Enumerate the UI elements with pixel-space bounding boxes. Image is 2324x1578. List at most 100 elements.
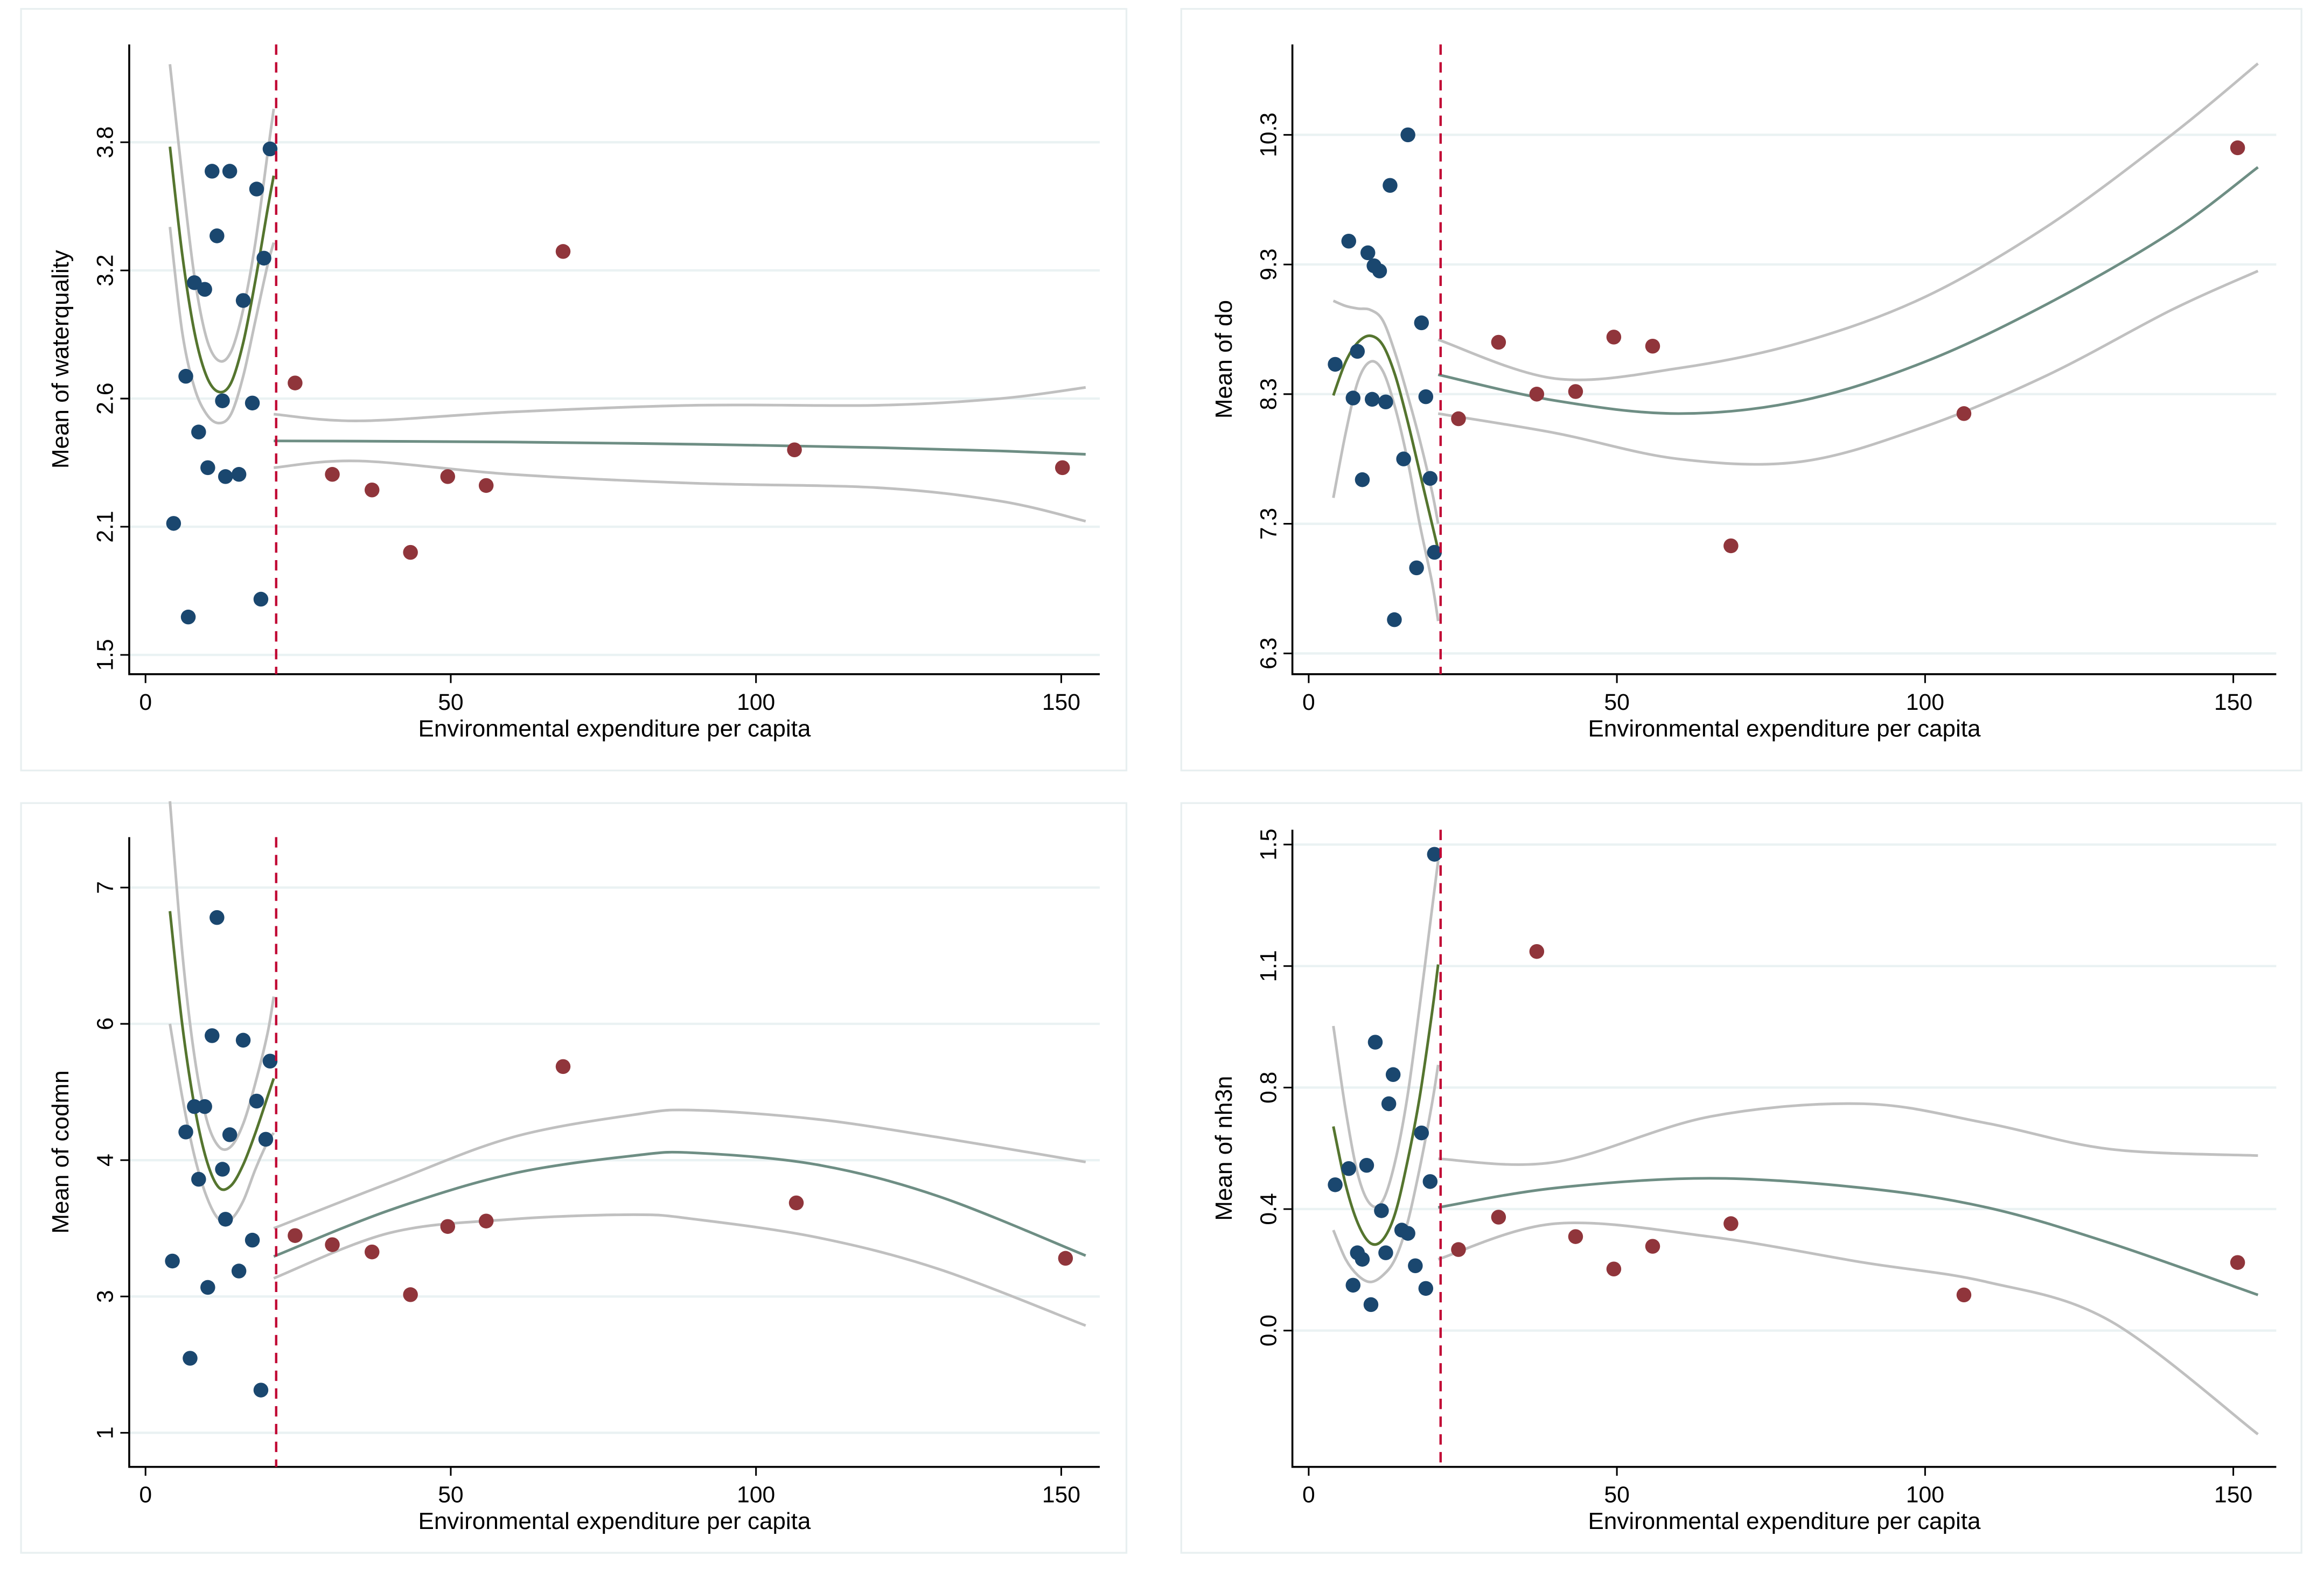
data-point-below [1418, 389, 1434, 404]
x-axis-label: Environmental expenditure per capita [418, 1508, 811, 1534]
data-point-below [1381, 1096, 1397, 1112]
data-point-below [235, 1032, 251, 1048]
y-tick-label: 6 [93, 1017, 118, 1030]
panel-nh3n: 0.0 0.4 0.8 1.1 1.5 0 50 100 150 Environmental ex… [1180, 802, 2302, 1554]
y-tick-label: 6.3 [1255, 638, 1281, 669]
data-point-below [200, 460, 215, 476]
data-point-above [1606, 330, 1622, 345]
data-point-below [178, 368, 193, 384]
data-point-above [2230, 140, 2245, 156]
data-point-below [249, 181, 264, 197]
data-point-below [191, 1171, 206, 1187]
x-tick-label: 100 [1906, 689, 1944, 715]
ci-upper-below [169, 64, 275, 363]
x-tick-label: 50 [438, 1482, 463, 1508]
y-tick-label: 0.8 [1255, 1072, 1281, 1104]
y-tick-label: 0.0 [1255, 1315, 1281, 1346]
data-point-above [1491, 334, 1506, 350]
panel-frame [20, 802, 1128, 1554]
axes [1291, 44, 2277, 675]
data-point-above [1451, 1242, 1466, 1257]
data-point-below [1360, 245, 1376, 261]
data-point-below [1414, 1125, 1429, 1141]
data-point-below [235, 293, 251, 308]
x-tick-label: 150 [2214, 1482, 2252, 1508]
x-tick-label: 50 [1604, 689, 1629, 715]
y-tick-label: 4 [93, 1154, 118, 1167]
y-tick-label: 7.3 [1255, 508, 1281, 540]
x-axis-label: Environmental expenditure per capita [1588, 715, 1981, 742]
x-tick-label: 150 [2214, 689, 2252, 715]
data-point-above [1645, 338, 1660, 354]
data-point-below [218, 469, 233, 484]
data-point-below [262, 1053, 278, 1069]
y-tick-label: 7 [93, 881, 118, 894]
x-axis-label: Environmental expenditure per capita [1588, 1508, 1981, 1534]
data-point-below [183, 1351, 198, 1366]
y-tick-label: 1.1 [1255, 950, 1281, 982]
data-point-below [1414, 315, 1429, 331]
data-point-below [1409, 560, 1424, 576]
data-point-below [165, 1253, 180, 1269]
panel-codmn: 1 3 4 6 7 0 50 100 150 Environmental expenditure … [20, 801, 1128, 1554]
data-point-above [787, 442, 802, 458]
x-tick-label: 0 [139, 1482, 152, 1508]
data-point-below [1364, 392, 1380, 407]
data-point-below [1328, 1177, 1343, 1192]
data-point-below [1341, 233, 1357, 249]
data-point-above [325, 1237, 340, 1252]
y-tick-label: 1.5 [1255, 829, 1281, 861]
data-point-below [204, 1028, 220, 1043]
data-point-above [1956, 1287, 1972, 1303]
ci-lower-below [1332, 360, 1440, 622]
data-point-above [440, 469, 456, 484]
panel-waterquality: 1.5 2.1 2.6 3.2 3.8 0 50 100 150 Environmental ex… [20, 8, 1128, 772]
fit-line-above [273, 1150, 1086, 1258]
y-tick-label: 2.6 [93, 382, 118, 414]
data-point-above [1956, 406, 1972, 421]
fit-line-above [1437, 166, 2259, 415]
y-tick-label: 2.1 [93, 511, 118, 542]
data-point-above [1568, 384, 1583, 399]
data-point-below [1328, 357, 1343, 372]
data-point-above [364, 1244, 380, 1260]
y-tick-label: 3.8 [93, 126, 118, 158]
y-tick-label: 9.3 [1255, 248, 1281, 280]
data-point-below [1427, 847, 1442, 862]
data-point-below [245, 1232, 260, 1248]
ci-upper-below [1332, 299, 1440, 525]
x-tick-label: 100 [737, 1482, 775, 1508]
x-tick-label: 0 [139, 689, 152, 715]
data-point-below [210, 910, 225, 925]
data-point-below [180, 609, 196, 625]
data-point-below [245, 395, 260, 411]
data-point-below [1350, 344, 1365, 359]
data-point-below [1408, 1258, 1423, 1273]
y-tick-label: 0.4 [1255, 1193, 1281, 1225]
data-point-below [1400, 1226, 1415, 1241]
data-point-below [1341, 1161, 1357, 1176]
data-point-below [1378, 394, 1393, 410]
data-point-below [258, 1132, 274, 1147]
data-point-above [288, 1228, 303, 1243]
data-point-above [1451, 411, 1466, 427]
data-point-above [1723, 538, 1739, 554]
axes [128, 44, 1100, 675]
y-tick-label: 10.3 [1255, 113, 1281, 157]
data-point-below [215, 393, 230, 408]
data-point-below [204, 164, 220, 179]
ci-lower-above [273, 1213, 1086, 1327]
x-tick-label: 100 [737, 689, 775, 715]
data-point-below [1400, 127, 1415, 143]
x-tick-label: 50 [438, 689, 463, 715]
ci-upper-above [1438, 1102, 2258, 1166]
ci-lower-above [1437, 269, 2259, 466]
data-point-below [249, 1093, 264, 1109]
y-tick-label: 8.3 [1255, 378, 1281, 410]
data-point-below [1378, 1245, 1393, 1260]
panel-frame [20, 8, 1128, 772]
ci-lower-above [1437, 1221, 2259, 1436]
y-axis-label: Mean of do [1211, 300, 1237, 418]
data-point-above [1529, 387, 1545, 402]
